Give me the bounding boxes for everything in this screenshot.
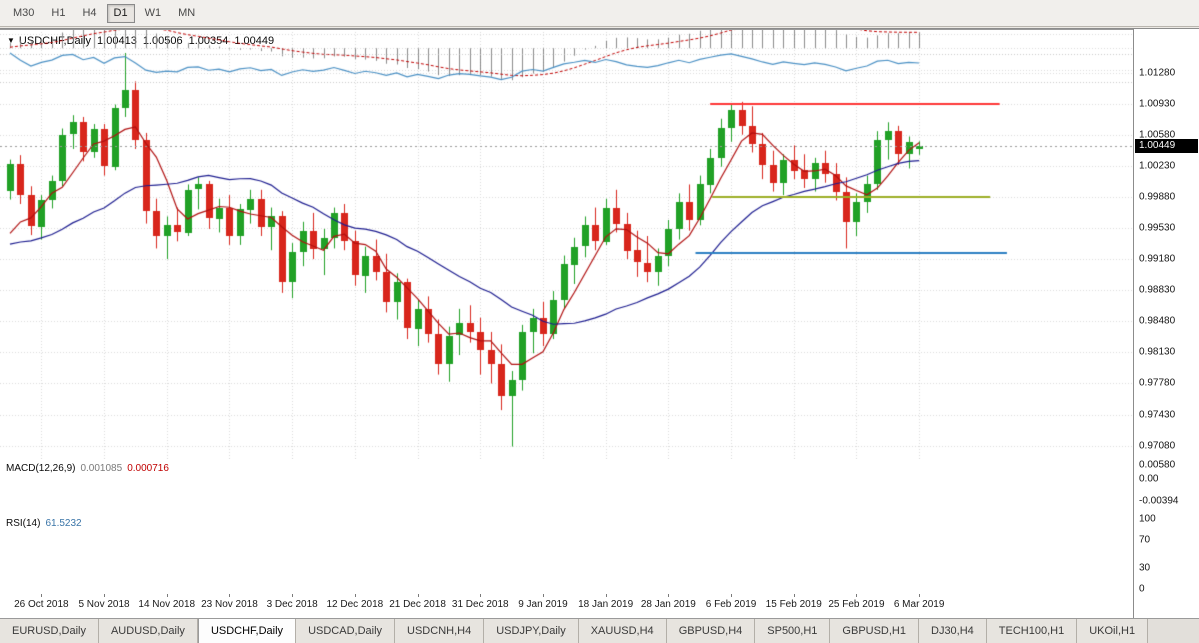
macd-axis-label: 0.00580 xyxy=(1139,459,1176,471)
symbol-tab-ukoil-h1[interactable]: UKOil,H1 xyxy=(1077,619,1149,643)
time-axis-tick xyxy=(856,594,858,597)
timeframe-button-h1[interactable]: H1 xyxy=(44,4,72,23)
symbol-tab-tech100-h1[interactable]: TECH100,H1 xyxy=(986,619,1078,643)
rsi-indicator-label: RSI(14) 61.5232 xyxy=(6,518,82,529)
symbol-tab-gbpusd-h4[interactable]: GBPUSD,H4 xyxy=(666,619,756,643)
date-label: 25 Feb 2019 xyxy=(828,599,885,610)
date-label: 6 Feb 2019 xyxy=(705,599,757,610)
timeframe-button-d1[interactable]: D1 xyxy=(106,3,135,23)
price-axis-label: 0.99880 xyxy=(1139,191,1176,203)
price-axis[interactable]: 1.00449 1.01280 1.00930 1.00580 1.00230 0.99… xyxy=(1133,29,1199,618)
symbol-tab-gbpusd-h1[interactable]: GBPUSD,H1 xyxy=(830,619,919,643)
time-axis-tick xyxy=(166,594,168,597)
price-axis-label: 0.98830 xyxy=(1139,284,1176,296)
time-axis-tick xyxy=(793,594,795,597)
time-axis-tick xyxy=(919,594,921,597)
price-axis-label: 1.00230 xyxy=(1139,160,1176,172)
date-label: 9 Jan 2019 xyxy=(518,599,568,610)
date-label: 5 Nov 2018 xyxy=(78,599,130,610)
symbol-tab-eurusd-daily[interactable]: EURUSD,Daily xyxy=(0,619,99,643)
timeframe-button-mn[interactable]: MN xyxy=(171,4,202,23)
symbol-tab-dj30-h4[interactable]: DJ30,H4 xyxy=(919,619,987,643)
date-label: 21 Dec 2018 xyxy=(389,599,446,610)
date-label: 23 Nov 2018 xyxy=(201,599,258,610)
symbol-tab-usdjpy-daily[interactable]: USDJPY,Daily xyxy=(484,619,579,643)
date-label: 31 Dec 2018 xyxy=(451,599,509,610)
rsi-canvas[interactable] xyxy=(0,29,1133,107)
price-axis-label: 0.97430 xyxy=(1139,409,1176,421)
date-label: 18 Jan 2019 xyxy=(578,599,634,610)
timeframe-button-m30[interactable]: M30 xyxy=(6,4,41,23)
price-axis-label: 0.97080 xyxy=(1139,440,1176,452)
date-label: 3 Dec 2018 xyxy=(266,599,318,610)
time-axis-tick xyxy=(41,594,43,597)
date-label: 14 Nov 2018 xyxy=(138,599,196,610)
timeframe-toolbar: M30 H1 H4 D1 W1 MN xyxy=(0,0,1199,27)
symbol-tab-usdcad-daily[interactable]: USDCAD,Daily xyxy=(296,619,396,643)
rsi-axis-label: 0 xyxy=(1139,583,1145,595)
macd-axis-label: 0.00 xyxy=(1139,473,1159,485)
date-label: 26 Oct 2018 xyxy=(14,599,69,610)
price-axis-label: 1.00930 xyxy=(1139,98,1176,110)
time-axis-tick xyxy=(292,594,294,597)
time-axis-tick xyxy=(480,594,482,597)
rsi-name: RSI(14) xyxy=(6,518,41,529)
price-axis-label: 0.98130 xyxy=(1139,346,1176,358)
macd-name: MACD(12,26,9) xyxy=(6,463,76,474)
price-axis-label: 0.99180 xyxy=(1139,253,1176,265)
rsi-axis-label: 30 xyxy=(1139,562,1151,574)
price-axis-label: 1.00580 xyxy=(1139,129,1176,141)
macd-indicator-label: MACD(12,26,9) 0.001085 0.000716 xyxy=(6,463,169,474)
rsi-value: 61.5232 xyxy=(45,518,82,529)
time-axis-tick xyxy=(542,594,544,597)
date-label: 12 Dec 2018 xyxy=(326,599,384,610)
timeframe-button-w1[interactable]: W1 xyxy=(138,4,169,23)
symbol-tab-usdcnh-h4[interactable]: USDCNH,H4 xyxy=(395,619,485,643)
symbol-tab-sp500-h1[interactable]: SP500,H1 xyxy=(755,619,831,643)
time-axis-tick xyxy=(104,594,106,597)
price-axis-label: 0.98480 xyxy=(1139,315,1176,327)
time-axis[interactable]: 26 Oct 2018 5 Nov 2018 14 Nov 2018 23 Nov 2… xyxy=(0,594,1133,618)
macd-value-1: 0.001085 xyxy=(80,463,123,474)
current-price-tag: 1.00449 xyxy=(1135,139,1198,154)
symbol-tab-xauusd-h4[interactable]: XAUUSD,H4 xyxy=(578,619,667,643)
time-axis-tick xyxy=(354,594,356,597)
date-label: 28 Jan 2019 xyxy=(640,599,696,610)
price-axis-label: 0.99530 xyxy=(1139,222,1176,234)
timeframe-button-h4[interactable]: H4 xyxy=(75,4,103,23)
price-axis-label: 0.97780 xyxy=(1139,377,1176,389)
time-axis-tick xyxy=(668,594,670,597)
macd-value-2: 0.000716 xyxy=(127,463,169,474)
time-axis-tick xyxy=(229,594,231,597)
macd-axis-label: -0.00394 xyxy=(1139,495,1179,507)
date-label: 15 Feb 2019 xyxy=(765,599,822,610)
date-label: 6 Mar 2019 xyxy=(893,599,945,610)
price-axis-label: 1.01280 xyxy=(1139,67,1176,79)
chart-window: ▼USDCHF,Daily1.004131.005061.003541.0044… xyxy=(0,28,1199,618)
rsi-axis-label: 100 xyxy=(1139,513,1156,525)
symbol-tab-usdchf-daily[interactable]: USDCHF,Daily xyxy=(197,619,297,643)
symbol-tab-audusd-daily[interactable]: AUDUSD,Daily xyxy=(98,619,198,643)
time-axis-tick xyxy=(605,594,607,597)
rsi-axis-label: 70 xyxy=(1139,534,1151,546)
pane-separator[interactable] xyxy=(0,29,1199,30)
time-axis-tick xyxy=(417,594,419,597)
symbol-tab-bar: EURUSD,Daily AUDUSD,Daily USDCHF,Daily USDC… xyxy=(0,618,1199,643)
time-axis-tick xyxy=(731,594,733,597)
